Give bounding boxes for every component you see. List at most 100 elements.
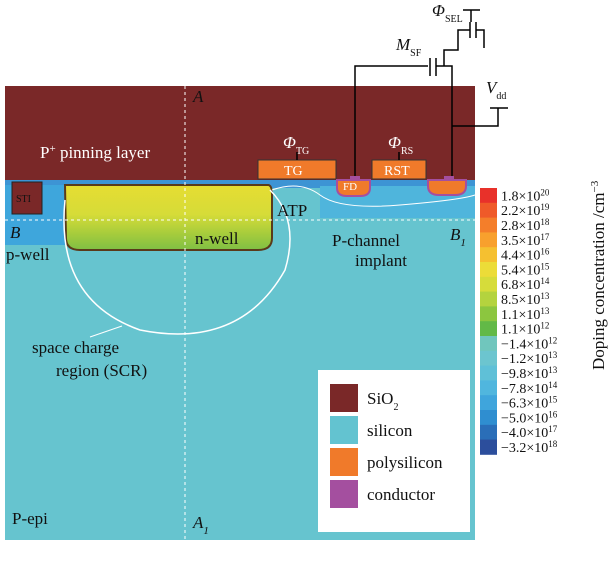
colorbar-band	[480, 203, 497, 218]
subscript: dd	[496, 91, 506, 102]
label: B	[450, 225, 461, 244]
mantissa: −3.2×10	[501, 441, 548, 456]
mantissa: 5.4×10	[501, 263, 540, 278]
colorbar-band	[480, 395, 497, 410]
cut-label: A	[192, 87, 204, 106]
exponent: 14	[548, 380, 558, 390]
colorbar-band	[480, 218, 497, 233]
colorbar-band	[480, 277, 497, 292]
colorbar-band	[480, 410, 497, 425]
mantissa: 2.8×10	[501, 219, 540, 234]
exponent: 17	[548, 424, 558, 434]
legend-swatch	[330, 448, 358, 476]
colorbar-band	[480, 232, 497, 247]
mantissa: 2.2×10	[501, 204, 540, 219]
label: Doping concentration /cm	[589, 192, 608, 370]
n-well	[65, 185, 272, 250]
colorbar-band	[480, 306, 497, 321]
exponent: 20	[540, 187, 550, 197]
mantissa: −6.3×10	[501, 397, 548, 412]
colorbar-title: Doping concentration /cm−3	[589, 180, 608, 370]
device-figure: A A1 B B1 P+ pinning layer STI ATP n-wel…	[0, 0, 613, 568]
legend-label: polysilicon	[367, 453, 443, 472]
mantissa: −7.8×10	[501, 382, 548, 397]
colorbar-band	[480, 440, 497, 455]
symbol: Φ	[283, 133, 296, 152]
colorbar-label: −3.2×1018	[501, 439, 558, 456]
mantissa: 3.5×10	[501, 234, 540, 249]
mantissa: −1.2×10	[501, 352, 548, 367]
mantissa: −9.8×10	[501, 367, 548, 382]
drain-diffusion	[428, 180, 466, 195]
exponent: 15	[548, 395, 558, 405]
colorbar-band	[480, 292, 497, 307]
colorbar: 1.8×10202.2×10192.8×10183.5×10174.4×1016…	[480, 187, 558, 456]
p-channel-label: implant	[355, 251, 407, 270]
symbol: M	[395, 35, 411, 54]
drain-contact	[444, 176, 454, 181]
rst-label: RST	[384, 164, 410, 179]
subscript: 2	[393, 402, 398, 413]
superscript: −3	[589, 180, 601, 192]
mantissa: 8.5×10	[501, 293, 540, 308]
colorbar-band	[480, 366, 497, 381]
symbol: Φ	[432, 1, 445, 20]
subscript: 1	[203, 525, 209, 537]
subscript: TG	[296, 146, 309, 157]
subscript: 1	[460, 237, 466, 249]
signal-label: MSF	[395, 35, 422, 59]
exponent: 16	[540, 247, 550, 257]
sti-label: STI	[16, 194, 31, 205]
signal-label: Vdd	[486, 78, 506, 102]
legend-swatch	[330, 480, 358, 508]
colorbar-band	[480, 321, 497, 336]
mantissa: 4.4×10	[501, 249, 540, 264]
mantissa: 1.1×10	[501, 308, 540, 323]
colorbar-band	[480, 247, 497, 262]
n-well-label: n-well	[195, 229, 239, 248]
subscript: SF	[410, 48, 422, 59]
colorbar-band	[480, 425, 497, 440]
tg-label: TG	[284, 164, 303, 179]
scr-label: region (SCR)	[56, 361, 147, 380]
fd-label: FD	[343, 181, 357, 193]
exponent: 14	[540, 276, 550, 286]
exponent: 19	[540, 202, 550, 212]
mantissa: −5.0×10	[501, 411, 548, 426]
exponent: 17	[540, 232, 550, 242]
exponent: 13	[548, 365, 558, 375]
exponent: 18	[548, 439, 558, 449]
exponent: 12	[548, 335, 557, 345]
exponent: 16	[548, 409, 558, 419]
label: A	[192, 87, 204, 106]
pinning-label: P+ pinning layer	[40, 143, 150, 162]
exponent: 13	[548, 350, 558, 360]
label: B	[10, 223, 21, 242]
mantissa: −4.0×10	[501, 426, 548, 441]
colorbar-label: 1.1×1012	[501, 321, 549, 338]
mantissa: 6.8×10	[501, 278, 540, 293]
exponent: 12	[540, 321, 549, 331]
p-well-label: p-well	[6, 245, 50, 264]
label: P	[40, 143, 49, 162]
mantissa: 1.8×10	[501, 189, 540, 204]
mantissa: −1.4×10	[501, 337, 548, 352]
colorbar-band	[480, 351, 497, 366]
legend-swatch	[330, 384, 358, 412]
exponent: 13	[540, 306, 550, 316]
legend-swatch	[330, 416, 358, 444]
label: A	[192, 513, 204, 532]
exponent: 15	[540, 261, 550, 271]
p-epi-label: P-epi	[12, 509, 48, 528]
cut-label: B	[10, 223, 21, 242]
colorbar-band	[480, 188, 497, 203]
subscript: RS	[401, 146, 413, 157]
subscript: SEL	[445, 14, 463, 25]
legend-label: conductor	[367, 485, 435, 504]
mantissa: 1.1×10	[501, 323, 540, 338]
label: pinning layer	[56, 143, 151, 162]
exponent: 18	[540, 217, 550, 227]
scr-label: space charge	[32, 338, 119, 357]
sel-gate-wire	[463, 10, 480, 22]
symbol: Φ	[388, 133, 401, 152]
